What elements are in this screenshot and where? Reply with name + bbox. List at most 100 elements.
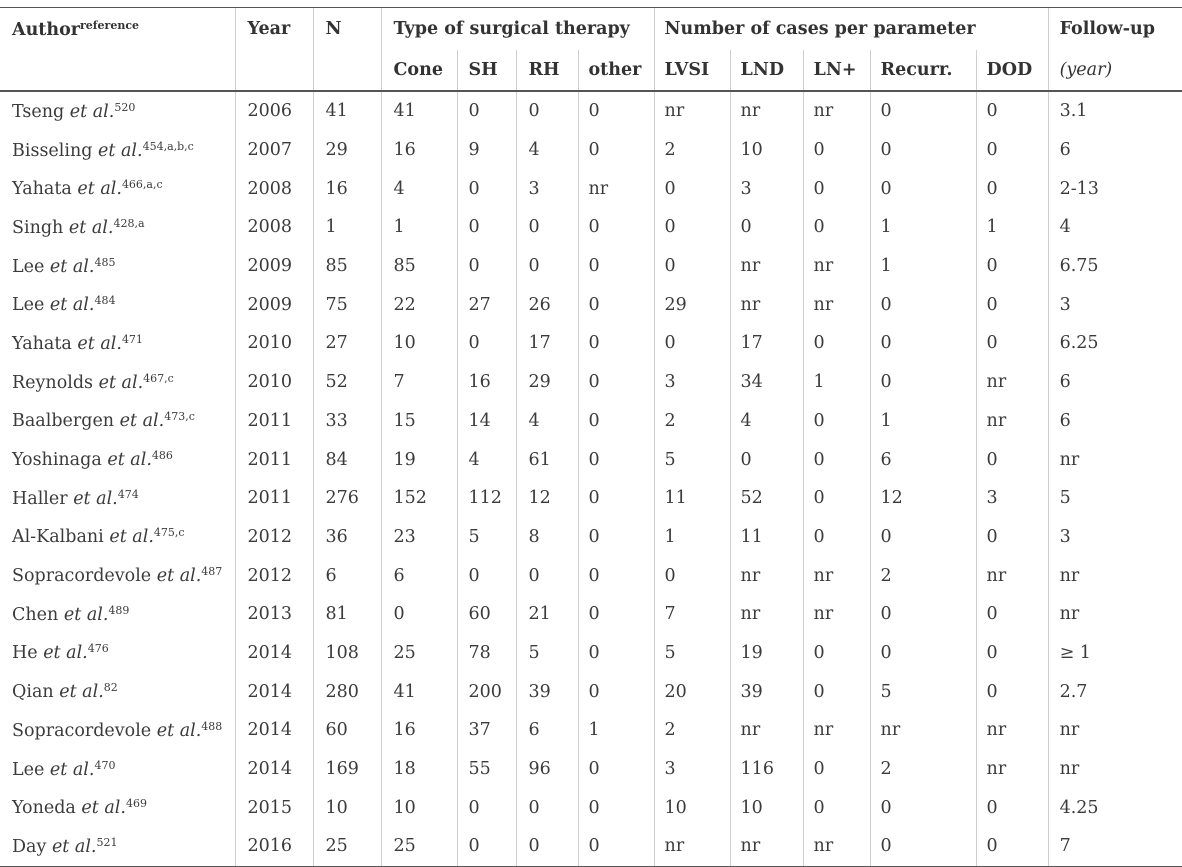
cell-fu: 2-13 [1059,178,1099,199]
table-body: Tseng et al.520 2006 41 41 0 0 0 nr nr nr 0 0 3.1 Bis… [0,91,1182,867]
cell-other: 0 [578,208,655,247]
cell-fu: nr [1059,720,1080,741]
cell-rh: 4 [516,401,579,441]
cell-year: 2011 [235,478,314,518]
cell-lnp: 0 [803,130,871,170]
cell-cone: 16 [381,711,458,750]
cell-year: 2015 [235,788,314,828]
cell-other: 0 [578,401,655,441]
cell-other: 0 [578,130,655,170]
cell-lnp: 0 [803,672,871,711]
col-header-year: Year [235,8,314,50]
cell-other: 0 [578,556,655,595]
cell-author: Reynolds et al.467,c [0,362,236,402]
group-header-params: Number of cases per parameter [654,8,1049,50]
cell-rh: 0 [516,246,579,286]
cell-recurr: 1 [870,208,977,247]
cell-lnp: 0 [803,169,871,209]
group-header-therapy: Type of surgical therapy [381,8,655,50]
cell-year: 2008 [235,169,314,209]
cell-dod: 0 [976,440,1049,479]
cell-lnd: 19 [730,633,804,673]
cell-other: 0 [578,478,655,518]
cell-other: 0 [578,788,655,828]
cell-rh: 21 [516,594,579,634]
cell-other: 1 [578,711,655,750]
cell-fu: 2.7 [1059,681,1088,702]
cell-n: 1 [313,208,382,247]
cell-lvsi: 1 [654,517,731,557]
cell-author: Haller et al.474 [0,478,236,518]
cell-author: Day et al.521 [0,827,236,867]
cell-lnp: 0 [803,401,871,441]
cell-author: Yoshinaga et al.486 [0,440,236,479]
cell-dod: nr [976,362,1049,402]
cell-lvsi: 3 [654,749,731,789]
cell-rh: 39 [516,672,579,711]
cell-author: Lee et al.485 [0,246,236,286]
cell-lvsi: 10 [654,788,731,828]
table-row: Yahata et al.471 2010 27 10 0 17 0 0 17 0 0 0 6.25 [0,324,1182,363]
cell-other: 0 [578,594,655,634]
table-row: Sopracordevole et al.487 2012 6 6 0 0 0 0 nr nr 2 n… [0,556,1182,595]
cell-lnp: 0 [803,440,871,479]
cell-lvsi: 0 [654,324,731,363]
cell-sh: 5 [457,517,517,557]
cell-lnp: 1 [803,362,871,402]
cell-author: Qian et al.82 [0,672,236,711]
cell-cone: 10 [381,788,458,828]
col-header-recurr: Recurr. [870,50,977,92]
cell-author: Sopracordevole et al.487 [0,556,236,595]
cell-year: 2010 [235,362,314,402]
cell-rh: 0 [516,556,579,595]
cell-dod: 0 [976,130,1049,170]
table-row: Chen et al.489 2013 81 0 60 21 0 7 nr nr 0 0 nr [0,594,1182,634]
cell-n: 81 [313,594,382,634]
cell-n: 276 [313,478,382,518]
cell-fu: nr [1059,565,1080,586]
cell-lvsi: 2 [654,711,731,750]
cell-other: 0 [578,324,655,363]
cell-recurr: 0 [870,517,977,557]
cell-n: 41 [313,91,382,131]
cell-lnd: 116 [730,749,804,789]
cell-lnp: 0 [803,517,871,557]
cell-lnp: nr [803,827,871,867]
table-row: Qian et al.82 2014 280 41 200 39 0 20 39 0 5 0 2.7 [0,672,1182,711]
cell-recurr: nr [870,711,977,750]
cell-author: Yoneda et al.469 [0,788,236,828]
table-row: Sopracordevole et al.488 2014 60 16 37 6 1 2 nr n… [0,711,1182,750]
cell-n: 60 [313,711,382,750]
cell-author: Al-Kalbani et al.475,c [0,517,236,557]
cell-cone: 4 [381,169,458,209]
cell-author: Sopracordevole et al.488 [0,711,236,750]
cell-lnp: nr [803,91,871,131]
cell-cone: 152 [381,478,458,518]
col-header-cone: Cone [381,50,458,92]
cell-recurr: 0 [870,594,977,634]
table-row: Al-Kalbani et al.475,c 2012 36 23 5 8 0 1 11 0 0 0 3 [0,517,1182,557]
table-row: Lee et al.484 2009 75 22 27 26 0 29 nr nr 0 0 3 [0,285,1182,325]
table-row: Day et al.521 2016 25 25 0 0 0 nr nr nr 0 0 7 [0,827,1182,867]
table-row: Yoshinaga et al.486 2011 84 19 4 61 0 5 0 0 6 0 nr [0,440,1182,479]
cell-author: Yahata et al.471 [0,324,236,363]
cell-year: 2012 [235,517,314,557]
cell-sh: 0 [457,827,517,867]
cell-dod: 0 [976,324,1049,363]
col-header-followup-unit: (year) [1048,50,1182,92]
header-row-sub: Cone SH RH other LVSI LND LN+ Recurr. DO… [0,50,1182,92]
cell-recurr: 0 [870,633,977,673]
cell-lnp: nr [803,711,871,750]
cell-year: 2008 [235,208,314,247]
cell-fu: 6.25 [1059,333,1099,354]
cell-lvsi: 0 [654,208,731,247]
cell-n: 16 [313,169,382,209]
cell-lvsi: 0 [654,169,731,209]
cell-rh: 8 [516,517,579,557]
cell-dod: nr [976,556,1049,595]
cell-lnd: 0 [730,440,804,479]
cell-fu: 6 [1059,140,1071,161]
cell-dod: nr [976,749,1049,789]
cell-lnd: nr [730,246,804,286]
cell-rh: 3 [516,169,579,209]
